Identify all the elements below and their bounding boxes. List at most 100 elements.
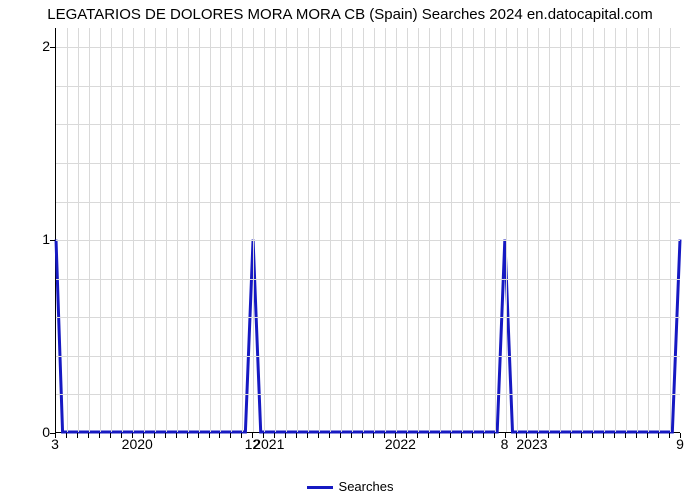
x-tick-mark <box>132 433 133 438</box>
legend-label: Searches <box>339 479 394 494</box>
gridline-horizontal <box>56 279 680 280</box>
gridline-vertical <box>177 28 178 432</box>
x-tick-mark <box>461 433 462 438</box>
gridline-horizontal <box>56 124 680 125</box>
y-tick-label: 1 <box>20 231 50 247</box>
x-tick-mark <box>614 433 615 438</box>
gridline-vertical <box>89 28 90 432</box>
gridline-vertical <box>648 28 649 432</box>
x-tick-mark <box>384 433 385 438</box>
x-tick-mark <box>647 433 648 438</box>
x-year-label: 2020 <box>122 436 153 452</box>
x-tick-mark <box>592 433 593 438</box>
x-tick-mark <box>307 433 308 438</box>
x-tick-mark <box>395 433 396 438</box>
gridline-vertical <box>462 28 463 432</box>
gridline-vertical <box>319 28 320 432</box>
x-tick-mark <box>417 433 418 438</box>
gridline-vertical <box>220 28 221 432</box>
gridline-vertical <box>352 28 353 432</box>
x-tick-mark <box>143 433 144 438</box>
x-tick-mark <box>406 433 407 438</box>
gridline-vertical <box>418 28 419 432</box>
x-tick-mark <box>494 433 495 438</box>
y-tick-label: 0 <box>20 424 50 440</box>
x-tick-mark <box>603 433 604 438</box>
gridline-vertical <box>506 28 507 432</box>
gridline-vertical <box>67 28 68 432</box>
x-tick-mark <box>296 433 297 438</box>
x-tick-mark <box>439 433 440 438</box>
gridline-vertical <box>275 28 276 432</box>
gridline-vertical <box>659 28 660 432</box>
gridline-vertical <box>385 28 386 432</box>
x-tick-mark <box>285 433 286 438</box>
gridline-vertical <box>473 28 474 432</box>
gridline-vertical <box>242 28 243 432</box>
y-tick-mark <box>50 47 55 48</box>
gridline-vertical <box>330 28 331 432</box>
x-tick-mark <box>318 433 319 438</box>
gridline-vertical <box>495 28 496 432</box>
gridline-vertical <box>396 28 397 432</box>
gridline-horizontal <box>56 394 680 395</box>
plot-area <box>55 28 680 433</box>
x-tick-mark <box>263 433 264 438</box>
gridline-vertical <box>78 28 79 432</box>
x-tick-mark <box>570 433 571 438</box>
x-tick-mark <box>472 433 473 438</box>
gridline-horizontal <box>56 356 680 357</box>
x-tick-mark <box>505 433 506 438</box>
x-year-label: 2023 <box>516 436 547 452</box>
gridline-vertical <box>253 28 254 432</box>
gridline-vertical <box>111 28 112 432</box>
gridline-vertical <box>484 28 485 432</box>
gridline-horizontal <box>56 317 680 318</box>
x-value-label: 3 <box>51 436 59 452</box>
gridline-vertical <box>571 28 572 432</box>
gridline-vertical <box>210 28 211 432</box>
x-tick-mark <box>66 433 67 438</box>
x-tick-mark <box>516 433 517 438</box>
x-tick-mark <box>329 433 330 438</box>
x-tick-mark <box>154 433 155 438</box>
gridline-vertical <box>582 28 583 432</box>
gridline-vertical <box>615 28 616 432</box>
x-tick-mark <box>548 433 549 438</box>
x-tick-mark <box>121 433 122 438</box>
x-tick-mark <box>625 433 626 438</box>
gridline-vertical <box>549 28 550 432</box>
gridline-vertical <box>451 28 452 432</box>
x-tick-mark <box>537 433 538 438</box>
gridline-vertical <box>264 28 265 432</box>
gridline-horizontal <box>56 47 680 48</box>
gridline-vertical <box>440 28 441 432</box>
gridline-vertical <box>144 28 145 432</box>
gridline-vertical <box>155 28 156 432</box>
x-tick-mark <box>450 433 451 438</box>
x-year-label: 2022 <box>385 436 416 452</box>
x-tick-mark <box>165 433 166 438</box>
gridline-vertical <box>560 28 561 432</box>
x-tick-mark <box>230 433 231 438</box>
gridline-vertical <box>604 28 605 432</box>
x-tick-mark <box>252 433 253 438</box>
gridline-horizontal <box>56 202 680 203</box>
x-tick-mark <box>198 433 199 438</box>
y-tick-mark <box>50 240 55 241</box>
y-tick-label: 2 <box>20 38 50 54</box>
gridline-vertical <box>363 28 364 432</box>
legend: Searches <box>0 479 700 494</box>
x-tick-mark <box>428 433 429 438</box>
x-tick-mark <box>110 433 111 438</box>
gridline-vertical <box>517 28 518 432</box>
gridline-vertical <box>626 28 627 432</box>
gridline-vertical <box>527 28 528 432</box>
gridline-vertical <box>593 28 594 432</box>
x-tick-mark <box>526 433 527 438</box>
x-tick-mark <box>99 433 100 438</box>
x-tick-mark <box>55 433 56 438</box>
x-tick-mark <box>88 433 89 438</box>
x-tick-mark <box>176 433 177 438</box>
x-tick-mark <box>219 433 220 438</box>
